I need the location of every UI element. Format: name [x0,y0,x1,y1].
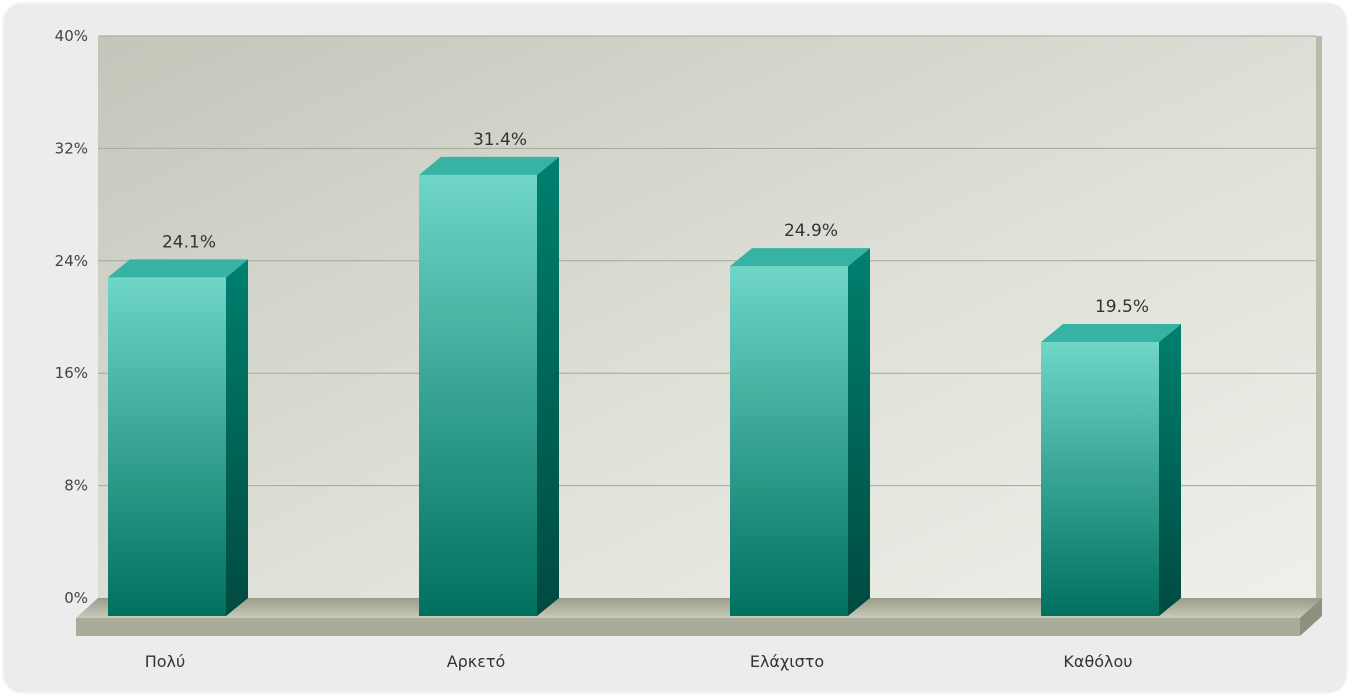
bar-front [730,266,848,616]
y-tick-label: 40% [55,27,88,45]
data-label: 31.4% [473,130,527,150]
data-label: 24.9% [784,221,838,241]
chart-floor [76,598,1322,618]
y-tick-label: 8% [64,477,88,495]
bar-top [730,248,870,267]
y-tick-label: 32% [55,139,88,157]
bar [108,259,248,616]
bar [730,248,870,616]
x-category-label: Πολύ [145,652,186,671]
y-tick-label: 16% [55,364,88,382]
plot-background [98,36,1322,600]
bar-front [419,174,537,616]
y-tick-label: 0% [64,589,88,607]
bar [1041,324,1181,616]
x-category-label: Ελάχιστο [750,652,824,671]
x-category-label: Αρκετό [447,652,506,671]
x-category-label: Καθόλου [1063,652,1132,671]
data-label: 19.5% [1095,297,1149,317]
bar-front [1041,342,1159,616]
bar-side [848,248,870,616]
chart-floor-front [76,618,1300,636]
data-label: 24.1% [162,232,216,252]
bar-top [108,259,248,278]
chart-floor-side [1300,598,1322,636]
plot-right-wall [1316,36,1322,606]
bar-side [1159,324,1181,616]
bar-side [226,259,248,616]
bar-top [1041,324,1181,343]
bar-side [537,156,559,616]
bar-top [419,156,559,175]
bar [419,156,559,616]
bar-front [108,277,226,616]
y-tick-label: 24% [55,252,88,270]
